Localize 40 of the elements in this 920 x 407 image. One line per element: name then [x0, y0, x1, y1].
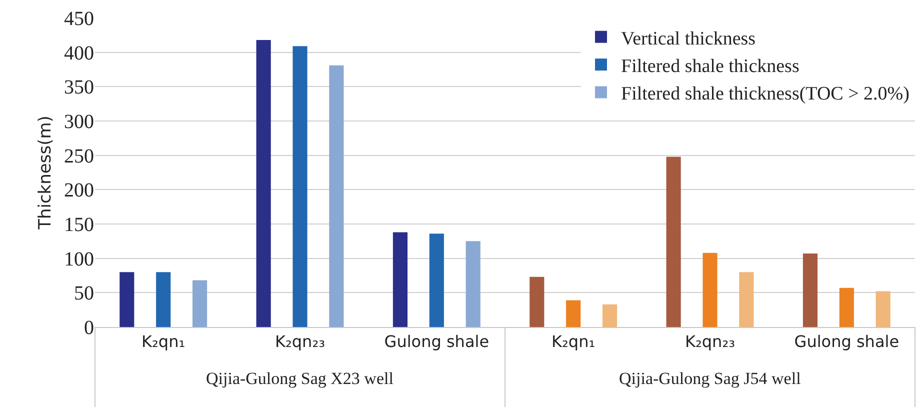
bar: [429, 234, 444, 327]
bar: [530, 276, 544, 327]
bar: [392, 232, 408, 327]
bar: [156, 272, 171, 327]
y-tick-label: 150: [64, 214, 94, 236]
y-tick-label: 350: [64, 76, 94, 99]
x-tick-label: K₂qn₂₃: [684, 332, 736, 352]
bar: [466, 241, 480, 327]
bar: [566, 300, 581, 327]
bar: [292, 46, 308, 327]
y-tick-label: 250: [64, 145, 94, 168]
x-tick-label: K₂qn₁: [142, 332, 186, 352]
y-tick-label: 400: [64, 42, 94, 64]
bar: [192, 280, 208, 327]
x-tick-label: Gulong shale: [794, 332, 900, 352]
y-axis-title: Thickness(m): [36, 116, 56, 230]
x-tick-label: K₂qn₂₃: [274, 332, 326, 352]
bar: [702, 252, 718, 327]
text: Qijia-Gulong Sag X23 well: [206, 369, 394, 388]
text: Qijia-Gulong Sag J54 well: [619, 369, 802, 388]
y-tick-label: 0: [84, 317, 94, 339]
bar: [602, 304, 618, 327]
bar: [876, 291, 890, 327]
bar: [839, 288, 854, 327]
y-tick-label: 300: [64, 111, 94, 133]
legend-label: Filtered shale thickness(TOC > 2.0%): [621, 84, 910, 105]
y-tick-label: 450: [64, 8, 94, 30]
legend-label: Vertical thickness: [621, 28, 756, 50]
y-tick-label: 50: [74, 282, 94, 305]
bar: [666, 156, 681, 327]
x-tick-label: K₂qn₁: [552, 332, 596, 352]
bar: [739, 272, 754, 327]
bar: [120, 272, 134, 327]
bar: [802, 254, 818, 327]
x-tick-label: Gulong shale: [384, 332, 490, 352]
legend-label: Filtered shale thickness: [621, 56, 800, 77]
bar: [329, 65, 344, 327]
y-tick-label: 200: [64, 180, 94, 202]
bar: [256, 40, 271, 327]
y-tick-label: 100: [64, 248, 94, 270]
